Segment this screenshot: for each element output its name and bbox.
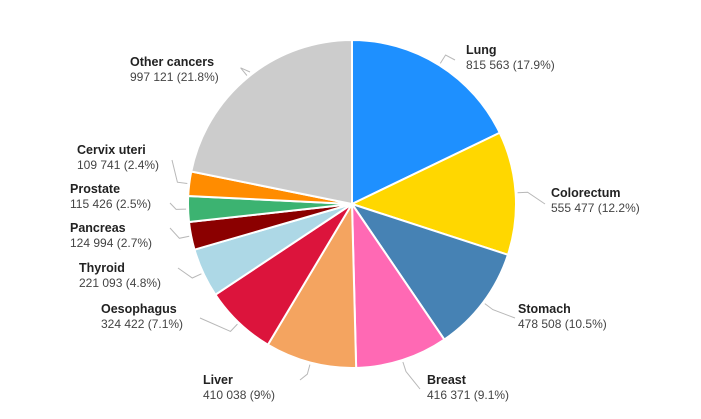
slice-name-label: Oesophagus	[101, 302, 177, 316]
slice-name-label: Colorectum	[551, 186, 620, 200]
leader-lines	[169, 54, 546, 390]
leader-line-lung	[439, 54, 456, 64]
leader-line-pancreas	[169, 227, 190, 239]
slice-name-label: Prostate	[70, 182, 120, 196]
slice-name-label: Cervix uteri	[77, 143, 146, 157]
pie-slice-breast	[350, 200, 446, 369]
leader-line-liver	[299, 364, 311, 381]
leader-line-prostate	[169, 202, 187, 210]
slice-value-label: 109 741 (2.4%)	[77, 158, 159, 172]
slice-name-label: Liver	[203, 373, 233, 387]
leader-line-oesophagus	[199, 317, 238, 332]
slice-value-label: 410 038 (9%)	[203, 388, 275, 402]
pie-slice-stomach	[349, 202, 510, 341]
slice-name-label: Stomach	[518, 302, 571, 316]
leader-line-stomach	[484, 303, 516, 319]
slice-name-label: Breast	[427, 373, 467, 387]
pie-slice-lung	[351, 38, 502, 206]
leader-line-other-cancers	[240, 67, 251, 76]
pie-slices	[187, 38, 517, 369]
leader-line-colorectum	[517, 191, 546, 205]
slice-value-label: 124 994 (2.7%)	[70, 236, 152, 250]
slice-value-label: 997 121 (21.8%)	[130, 70, 219, 84]
slice-value-label: 815 563 (17.9%)	[466, 58, 555, 72]
slice-value-label: 555 477 (12.2%)	[551, 201, 640, 215]
slice-name-label: Pancreas	[70, 221, 126, 235]
pie-slice-colorectum	[349, 131, 517, 257]
slice-name-label: Lung	[466, 43, 497, 57]
slice-value-label: 324 422 (7.1%)	[101, 317, 183, 331]
slice-value-label: 478 508 (10.5%)	[518, 317, 607, 331]
slice-name-label: Other cancers	[130, 55, 214, 69]
pie-slice-other-cancers	[190, 38, 353, 206]
leader-line-thyroid	[177, 267, 202, 279]
leader-line-cervix-uteri	[171, 159, 188, 184]
slice-value-label: 115 426 (2.5%)	[70, 197, 151, 211]
slice-value-label: 221 093 (4.8%)	[79, 276, 161, 290]
pie-slice-liver	[266, 200, 358, 369]
slice-name-label: Thyroid	[79, 261, 125, 275]
leader-line-breast	[402, 361, 421, 390]
slice-value-label: 416 371 (9.1%)	[427, 388, 509, 402]
